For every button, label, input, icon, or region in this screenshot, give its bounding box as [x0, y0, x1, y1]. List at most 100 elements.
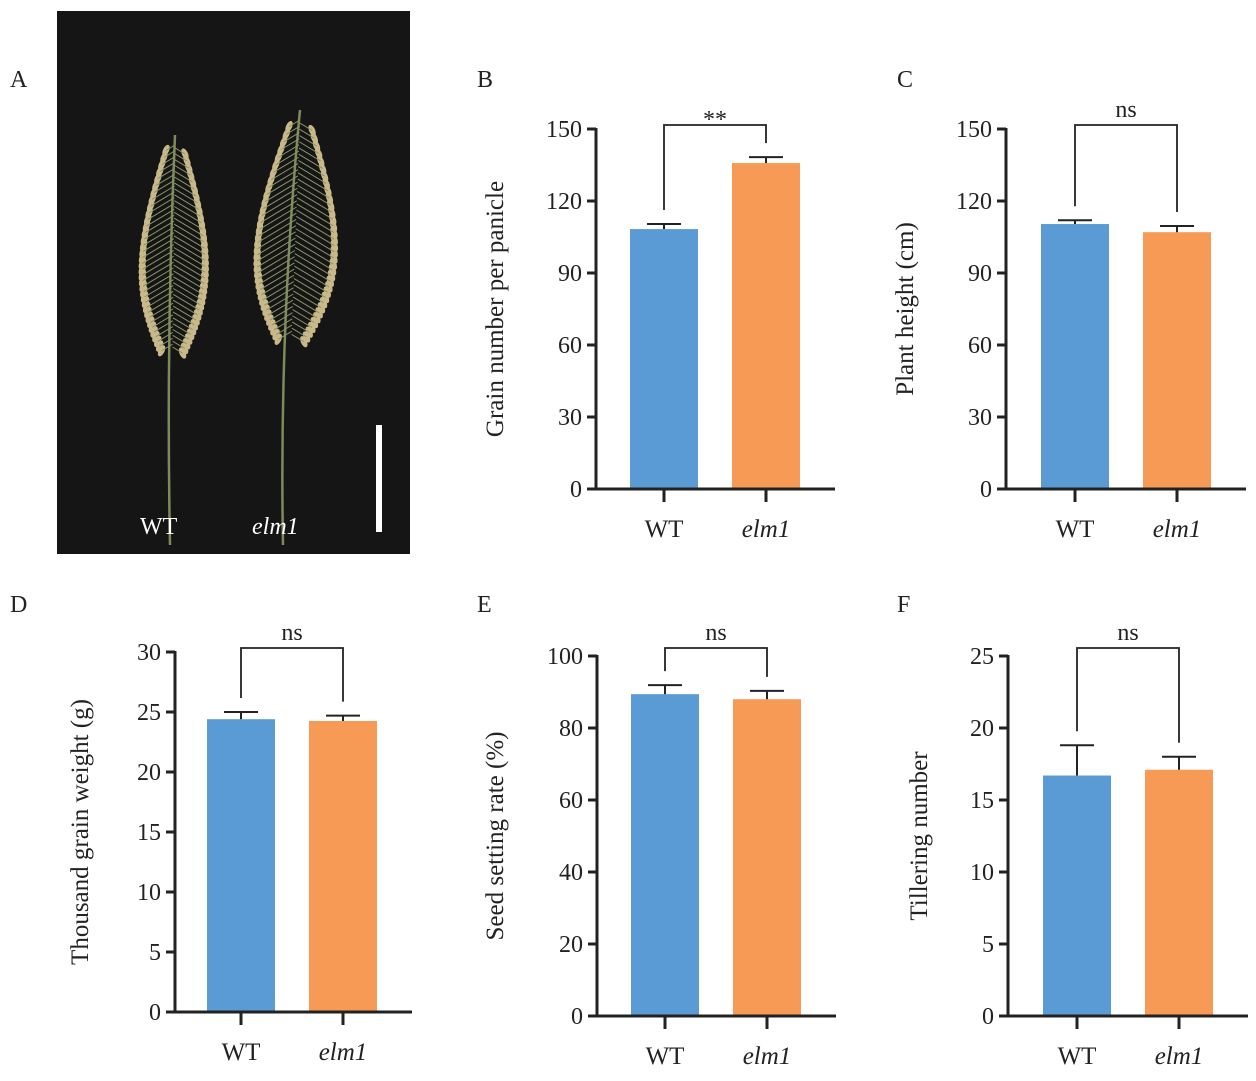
branch: [296, 197, 333, 220]
chart-e: 0 20 40 60 80 100 Seed setting rate (%) WT elm1 n…: [482, 620, 836, 1070]
chart-b: 0 30 60 90 120 150 Grain number per panicle WT e…: [482, 107, 835, 543]
branch: [159, 162, 176, 172]
x-tick-label: elm1: [1155, 1043, 1204, 1070]
branch: [275, 324, 293, 336]
y-tick-label: 25: [970, 644, 994, 670]
panicle-stem: [281, 109, 302, 546]
branch: [152, 314, 174, 328]
branch: [173, 211, 203, 230]
branch: [174, 165, 191, 176]
branch: [299, 122, 313, 131]
x-tick-label: WT: [1056, 516, 1095, 543]
panicle-drawing: [138, 109, 339, 546]
panel-label-c: C: [897, 67, 913, 93]
significance-bracket: [1076, 647, 1180, 743]
branch: [173, 252, 206, 273]
branch: [264, 181, 298, 203]
x-tick-label: WT: [222, 1039, 261, 1066]
branch: [292, 302, 318, 319]
branch: [173, 258, 206, 279]
branch: [172, 340, 185, 349]
significance-bracket: [664, 647, 768, 677]
y-tick-label: 150: [546, 117, 582, 143]
branch: [257, 218, 297, 243]
branch: [296, 191, 333, 213]
branch: [173, 241, 206, 261]
significance-label: **: [703, 107, 727, 133]
y-tick-label: 60: [559, 788, 583, 814]
y-tick-label: 120: [546, 189, 582, 215]
branch: [286, 125, 301, 135]
branch: [172, 305, 197, 321]
branch: [257, 243, 296, 268]
bar-wt: [630, 229, 698, 488]
branch: [146, 290, 174, 308]
branch: [278, 330, 293, 340]
branch: [172, 323, 191, 335]
branch: [173, 282, 202, 301]
branch: [275, 150, 300, 166]
branch: [258, 256, 295, 279]
branch: [265, 293, 294, 311]
branch: [173, 264, 205, 284]
x-tick-label: WT: [646, 1043, 685, 1070]
branch: [159, 337, 173, 347]
branch: [262, 281, 294, 301]
significance-label: ns: [1117, 620, 1138, 646]
branch: [153, 179, 175, 193]
y-tick-label: 30: [137, 640, 161, 666]
y-axis-label: Tillering number: [906, 751, 933, 921]
branch: [150, 191, 175, 207]
branch: [263, 187, 298, 210]
branch: [298, 141, 319, 154]
bar-wt: [1041, 224, 1109, 488]
branch: [172, 288, 201, 306]
branch: [292, 296, 320, 314]
branch: [152, 185, 175, 200]
branch: [174, 153, 188, 162]
scale-bar: [376, 425, 382, 532]
branch: [174, 188, 198, 204]
branch: [142, 267, 174, 287]
branch: [173, 206, 202, 224]
branch: [172, 317, 193, 331]
y-tick-label: 80: [559, 716, 583, 742]
y-tick-label: 60: [968, 333, 992, 359]
significance-label: ns: [1115, 97, 1136, 123]
branch: [288, 119, 301, 128]
y-tick-label: 20: [559, 932, 583, 958]
panel-label-e: E: [477, 592, 492, 618]
branch: [295, 222, 335, 246]
branch: [144, 279, 174, 298]
branch: [161, 156, 176, 165]
branch: [292, 309, 315, 324]
branch: [146, 208, 175, 227]
branch: [258, 262, 295, 285]
branch: [266, 175, 299, 195]
branch: [142, 238, 175, 258]
branch: [174, 182, 197, 197]
branch: [293, 278, 326, 298]
significance-label: ns: [281, 620, 302, 646]
branch: [173, 276, 203, 295]
y-tick-label: 20: [970, 716, 994, 742]
branch: [153, 320, 174, 333]
branch: [141, 249, 174, 270]
branch: [173, 217, 204, 237]
branch: [294, 246, 333, 271]
branch: [267, 299, 294, 316]
branch: [297, 184, 331, 206]
photo-background: [57, 11, 410, 554]
branch: [174, 147, 186, 155]
branch: [145, 214, 175, 234]
branch: [273, 156, 299, 173]
panicle-photo: WT elm1: [57, 11, 410, 554]
branch: [291, 327, 307, 338]
y-tick-label: 15: [970, 788, 994, 814]
x-tick-label: elm1: [742, 516, 791, 543]
branch: [270, 163, 299, 181]
branch: [173, 247, 206, 267]
branch: [142, 255, 174, 276]
y-axis-label: Thousand grain weight (g): [67, 699, 94, 965]
branch: [155, 173, 175, 186]
